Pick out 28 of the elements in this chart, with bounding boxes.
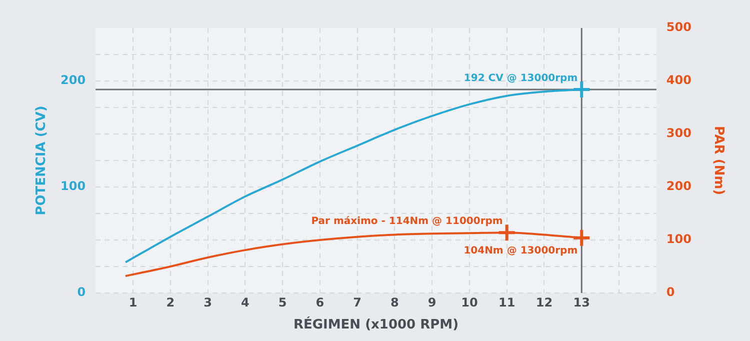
y-axis-title: POTENCIA (CV) xyxy=(34,106,50,216)
x-tick-label: 10 xyxy=(461,295,478,310)
data-label: 192 CV @ 13000rpm xyxy=(464,73,578,84)
y2-tick-label: 100 xyxy=(666,232,692,246)
y2-tick-label: 400 xyxy=(666,73,692,88)
x-tick-label: 8 xyxy=(390,295,399,310)
y2-tick-label: 0 xyxy=(666,285,675,300)
y2-axis-title: PAR (Nm) xyxy=(710,126,726,196)
x-tick-label: 9 xyxy=(428,295,436,310)
x-axis-title: RÉGIMEN (x1000 RPM) xyxy=(293,316,459,333)
y2-tick-label: 300 xyxy=(666,126,692,140)
y2-tick-label: 500 xyxy=(666,20,692,34)
y-tick-label: 100 xyxy=(60,179,86,194)
x-tick-label: 3 xyxy=(204,295,212,310)
data-label: Par máximo - 114Nm @ 11000rpm xyxy=(311,216,503,228)
y2-tick-label: 200 xyxy=(666,179,692,194)
y-tick-label: 200 xyxy=(60,73,86,88)
x-tick-label: 2 xyxy=(166,295,175,310)
x-tick-label: 12 xyxy=(536,295,553,310)
data-label: 104Nm @ 13000rpm xyxy=(464,245,578,256)
x-tick-label: 1 xyxy=(128,295,138,310)
x-tick-label: 4 xyxy=(240,295,250,310)
x-tick-label: 7 xyxy=(353,295,362,310)
x-tick-label: 11 xyxy=(498,295,516,310)
y-tick-label: 0 xyxy=(77,285,86,300)
x-tick-label: 5 xyxy=(278,295,287,310)
x-tick-label: 13 xyxy=(573,295,590,310)
x-tick-label: 6 xyxy=(316,295,324,310)
